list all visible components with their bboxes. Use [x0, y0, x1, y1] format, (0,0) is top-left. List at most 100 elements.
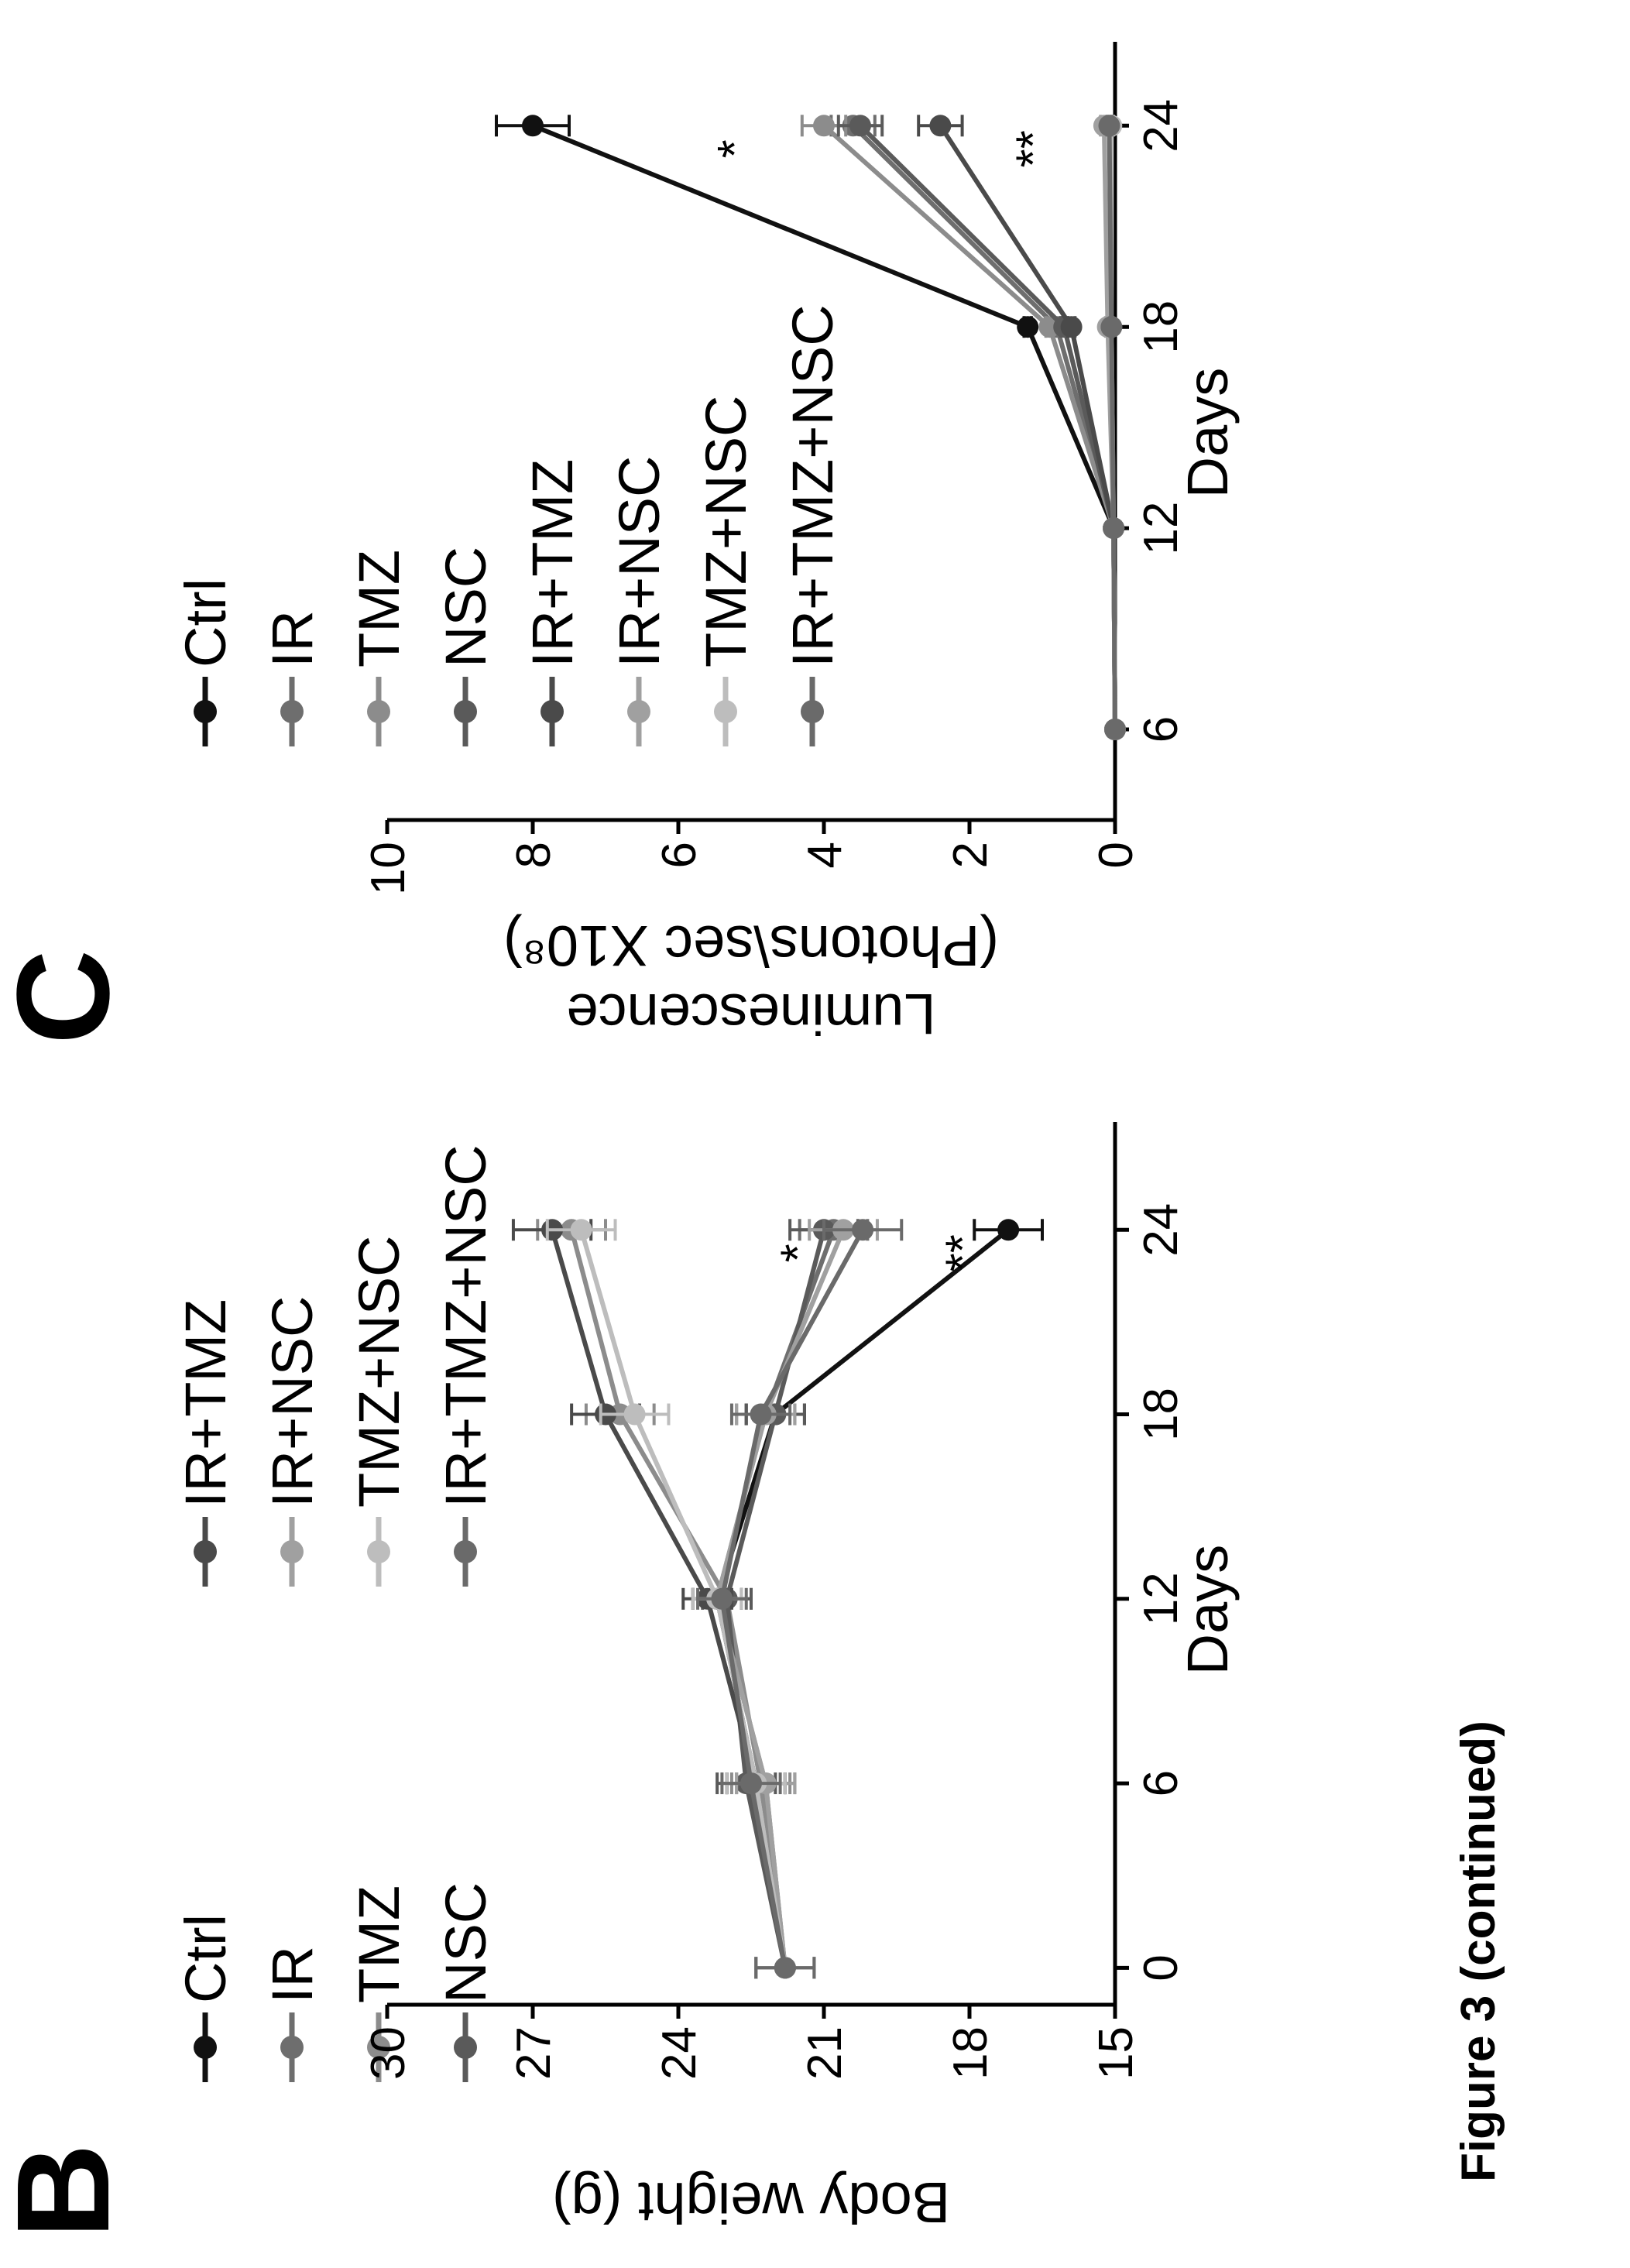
legend-swatch-marker: [194, 700, 217, 723]
y-tick-label: 10: [362, 842, 415, 895]
legend-item-tmz-nsc: TMZ+NSC: [347, 1236, 411, 1587]
legend-label: IR+NSC: [607, 456, 671, 667]
legend-item-ctrl: Ctrl: [173, 1914, 238, 2082]
legend-label: Ctrl: [173, 578, 238, 667]
y-tick-label: 18: [944, 2026, 997, 2080]
legend-swatch-marker: [454, 2036, 477, 2059]
x-tick-label: 24: [1134, 1203, 1188, 1257]
legend-item-ir-nsc: IR+NSC: [607, 456, 671, 746]
panel-b-plot: * **: [511, 1219, 1044, 1979]
legend-swatch-marker: [454, 700, 477, 723]
legend-label: TMZ+NSC: [694, 396, 758, 668]
significance-marker: *: [771, 1244, 825, 1262]
legend-label: IR: [260, 1946, 324, 2003]
y-tick-label: 27: [507, 2026, 561, 2080]
y-tick-label: 4: [798, 842, 852, 868]
significance-marker: **: [937, 1234, 990, 1271]
legend-item-ctrl: Ctrl: [173, 578, 238, 746]
legend-label: NSC: [434, 547, 498, 667]
x-tick-label: 18: [1134, 300, 1188, 354]
data-point-tmz-nsc: [570, 1219, 592, 1241]
panel-b-letter: B: [0, 2143, 137, 2239]
data-point-ctrl: [522, 115, 544, 137]
x-tick-label: 6: [1134, 1770, 1188, 1796]
legend-swatch-marker: [367, 1540, 390, 1563]
x-tick-label: 6: [1134, 716, 1188, 743]
significance-marker: *: [709, 139, 762, 158]
legend-swatch-marker: [454, 1540, 477, 1563]
legend-swatch-marker: [194, 1540, 217, 1563]
legend-label: IR+TMZ+NSC: [434, 1144, 498, 1508]
data-point-ir-tmz-nsc: [852, 1219, 874, 1241]
panel-b-x-ticks: 0 6 12 18 24: [1115, 1203, 1188, 1981]
legend-label: IR+TMZ: [520, 459, 585, 667]
series-line-ir-tmz-nsc: [1107, 125, 1117, 730]
data-point-nsc: [849, 115, 871, 137]
legend-swatch-marker: [627, 700, 650, 723]
legend-swatch-marker: [714, 700, 737, 723]
y-tick-label: 30: [362, 2026, 415, 2080]
data-point-ir-tmz: [929, 115, 952, 137]
panel-b-legend: Ctrl IR TMZ NSC IR+TMZ IR+NSC TMZ+NSC IR+TMZ+NS…: [173, 1144, 498, 2082]
data-point-ir-tmz-nsc: [1104, 719, 1126, 741]
legend-item-ir-tmz: IR+TMZ: [173, 1299, 238, 1587]
legend-item-nsc: NSC: [434, 1882, 498, 2082]
rotated-figure: B Ctrl IR TMZ NSC IR+TMZ IR+NSC TMZ+NSC IR+TMZ+…: [0, 42, 1240, 2239]
panel-c-y-label: Luminescence (Photons\sec X10⁸): [503, 914, 999, 1046]
panel-c-y-label-line1: Luminescence: [566, 982, 935, 1046]
series-line-ir: [851, 124, 1117, 730]
figure-caption: Figure 3 (continued): [1452, 1721, 1505, 2182]
data-point-ir-tmz-nsc: [711, 1587, 733, 1610]
data-point-tmz: [813, 115, 835, 137]
legend-label: IR+TMZ+NSC: [781, 304, 845, 667]
legend-label: TMZ+NSC: [347, 1236, 411, 1508]
legend-item-ir: IR: [260, 1946, 324, 2082]
y-tick-label: 21: [798, 2026, 852, 2080]
legend-swatch-marker: [540, 700, 564, 723]
legend-item-ir-tmz-nsc: IR+TMZ+NSC: [434, 1144, 498, 1587]
panel-b-y-label: Body weight (g): [552, 2170, 950, 2235]
data-point-ctrl: [1017, 316, 1039, 338]
legend-item-ir: IR: [260, 610, 324, 746]
y-tick-label: 6: [653, 842, 706, 868]
data-point-ctrl: [997, 1219, 1020, 1241]
data-point-tmz-nsc: [623, 1403, 646, 1426]
panel-b-y-ticks: 15 18 21 24 27 30: [362, 2005, 1143, 2080]
panel-c-x-label: Days: [1175, 368, 1240, 499]
panel-c: C Ctrl IR TMZ NSC IR+TMZ IR+NSC TMZ+NSC IR+TMZ+…: [0, 42, 1240, 1046]
legend-swatch-marker: [367, 2036, 390, 2059]
data-point-ir-tmz-nsc: [740, 1772, 762, 1795]
legend-item-nsc: NSC: [434, 547, 498, 746]
x-tick-label: 24: [1134, 99, 1188, 153]
panel-c-letter: C: [0, 949, 137, 1045]
panel-c-plot: * **: [495, 115, 1126, 741]
data-point-ir-tmz-nsc: [1103, 517, 1125, 540]
legend-swatch-marker: [367, 700, 390, 723]
legend-item-ir-nsc: IR+NSC: [260, 1296, 324, 1587]
legend-swatch-marker: [801, 700, 824, 723]
legend-swatch-marker: [280, 700, 304, 723]
x-tick-label: 18: [1134, 1388, 1188, 1441]
y-tick-label: 15: [1090, 2026, 1143, 2080]
panel-c-y-label-line2: (Photons\sec X10⁸): [503, 914, 999, 978]
panel-c-x-ticks: 6 12 18 24: [1115, 99, 1188, 743]
legend-item-tmz: TMZ: [347, 550, 411, 746]
legend-item-tmz-nsc: TMZ+NSC: [694, 396, 758, 746]
panel-b-x-label: Days: [1175, 1545, 1240, 1676]
legend-swatch-marker: [280, 1540, 304, 1563]
legend-swatch-marker: [194, 2036, 217, 2059]
panel-b: B Ctrl IR TMZ NSC IR+TMZ IR+NSC TMZ+NSC IR+TMZ+…: [0, 1122, 1240, 2239]
panel-c-legend: Ctrl IR TMZ NSC IR+TMZ IR+NSC TMZ+NSC IR+TMZ+NS…: [173, 304, 845, 746]
data-point-ir-tmz-nsc: [1098, 115, 1120, 137]
data-point-ir-tmz-nsc: [1100, 316, 1123, 338]
legend-item-ir-tmz: IR+TMZ: [520, 459, 585, 746]
legend-label: TMZ: [347, 1885, 411, 2003]
panel-b-axes: [387, 1122, 1117, 2007]
legend-label: IR+NSC: [260, 1296, 324, 1508]
panel-c-y-ticks: 0 2 4 6 8 10: [362, 820, 1143, 895]
x-tick-label: 0: [1134, 1954, 1188, 1981]
legend-label: IR: [260, 610, 324, 667]
y-tick-label: 0: [1090, 842, 1143, 868]
data-point-ir-tmz: [1060, 316, 1083, 338]
series-line-tmz: [569, 1229, 788, 1968]
